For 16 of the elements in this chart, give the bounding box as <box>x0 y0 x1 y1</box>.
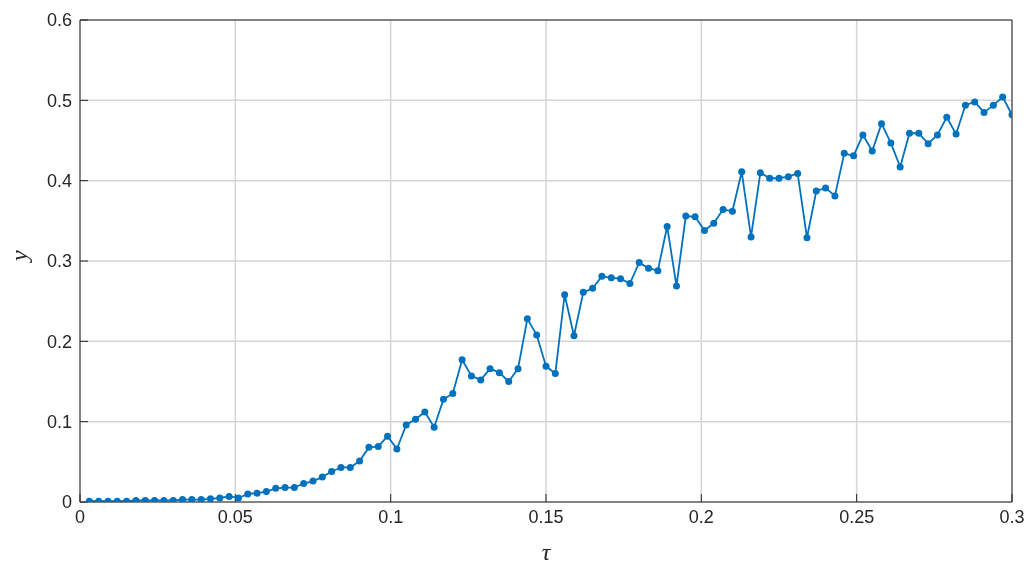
x-tick-label: 0 <box>74 506 86 527</box>
y-tick-label: 0.1 <box>46 412 72 433</box>
y-tick-label: 0 <box>61 492 72 513</box>
x-tick-label: 0.1 <box>378 506 404 527</box>
x-tick-label: 0.25 <box>839 506 875 527</box>
y-tick-label: 0.4 <box>46 171 72 192</box>
y-tick-label: 0.2 <box>46 331 72 352</box>
x-tick-label: 0.05 <box>217 506 253 527</box>
y-tick-label: 0.3 <box>46 251 72 272</box>
y-tick-label: 0.5 <box>46 90 72 111</box>
y-tick-label: 0.6 <box>46 10 72 31</box>
x-tick-label: 0.2 <box>688 506 714 527</box>
y-axis-title: y <box>5 250 32 263</box>
x-tick-label: 0.3 <box>999 506 1025 527</box>
x-axis-title: τ <box>541 539 552 565</box>
x-tick-label: 0.15 <box>528 506 564 527</box>
